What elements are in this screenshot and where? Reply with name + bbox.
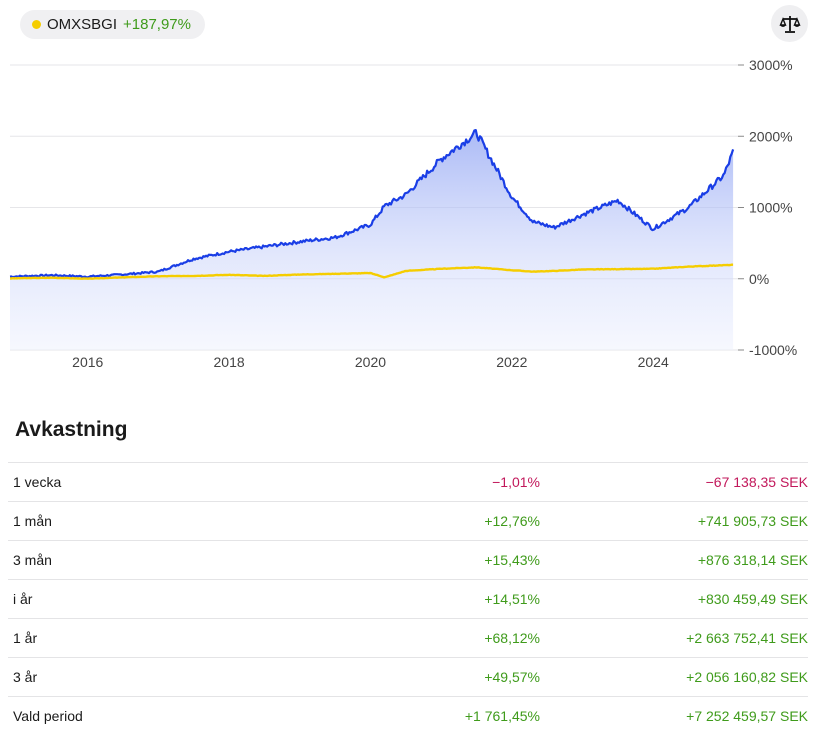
return-percent: +68,12% xyxy=(484,630,540,646)
index-color-dot xyxy=(32,20,41,29)
index-name: OMXSBGI xyxy=(47,16,118,33)
period-label: i år xyxy=(13,591,33,607)
return-amount: +2 056 160,82 SEK xyxy=(686,669,808,685)
index-legend-chip[interactable]: OMXSBGI +187,97% xyxy=(20,10,205,39)
index-change: +187,97% xyxy=(123,16,191,33)
return-percent: −1,01% xyxy=(492,474,540,490)
portfolio-area xyxy=(10,130,734,350)
return-amount: +876 318,14 SEK xyxy=(697,552,808,568)
returns-row: 1 mån +12,76% +741 905,73 SEK xyxy=(8,501,808,540)
return-amount: +741 905,73 SEK xyxy=(697,513,808,529)
returns-table: 1 vecka −1,01% −67 138,35 SEK 1 mån +12,76% +… xyxy=(8,462,808,735)
returns-row: i år +14,51% +830 459,49 SEK xyxy=(8,579,808,618)
period-label: Vald period xyxy=(13,708,83,724)
y-tick-label: 2000% xyxy=(749,128,793,144)
y-tick-label: 1000% xyxy=(749,200,793,216)
performance-chart[interactable]: 3000% 2000% 1000% 0% -1000% 2016 2018 2020 2022 2… xyxy=(0,52,820,382)
period-label: 3 mån xyxy=(13,552,52,568)
y-tick-label: -1000% xyxy=(749,342,797,358)
returns-row: Vald period +1 761,45% +7 252 459,57 SEK xyxy=(8,696,808,735)
returns-row: 3 år +49,57% +2 056 160,82 SEK xyxy=(8,657,808,696)
return-percent: +12,76% xyxy=(484,513,540,529)
return-amount: −67 138,35 SEK xyxy=(705,474,808,490)
x-tick-label: 2016 xyxy=(72,354,103,370)
index-line xyxy=(10,263,734,280)
return-amount: +7 252 459,57 SEK xyxy=(686,708,808,724)
y-tick-label: 3000% xyxy=(749,57,793,73)
x-tick-label: 2018 xyxy=(214,354,245,370)
return-percent: +1 761,45% xyxy=(464,708,540,724)
returns-row: 1 år +68,12% +2 663 752,41 SEK xyxy=(8,618,808,657)
period-label: 1 vecka xyxy=(13,474,62,490)
return-percent: +15,43% xyxy=(484,552,540,568)
x-tick-label: 2022 xyxy=(496,354,527,370)
return-amount: +830 459,49 SEK xyxy=(697,591,808,607)
y-tick-label: 0% xyxy=(749,271,769,287)
period-label: 1 år xyxy=(13,630,38,646)
returns-title: Avkastning xyxy=(15,418,128,441)
returns-row: 1 vecka −1,01% −67 138,35 SEK xyxy=(8,462,808,501)
returns-row: 3 mån +15,43% +876 318,14 SEK xyxy=(8,540,808,579)
portfolio-line xyxy=(9,129,735,279)
period-label: 3 år xyxy=(13,669,38,685)
period-label: 1 mån xyxy=(13,513,52,529)
return-amount: +2 663 752,41 SEK xyxy=(686,630,808,646)
compare-button[interactable] xyxy=(771,5,808,42)
return-percent: +14,51% xyxy=(484,591,540,607)
scale-icon xyxy=(778,15,801,33)
return-percent: +49,57% xyxy=(484,669,540,685)
x-tick-label: 2024 xyxy=(638,354,669,370)
x-tick-label: 2020 xyxy=(355,354,386,370)
